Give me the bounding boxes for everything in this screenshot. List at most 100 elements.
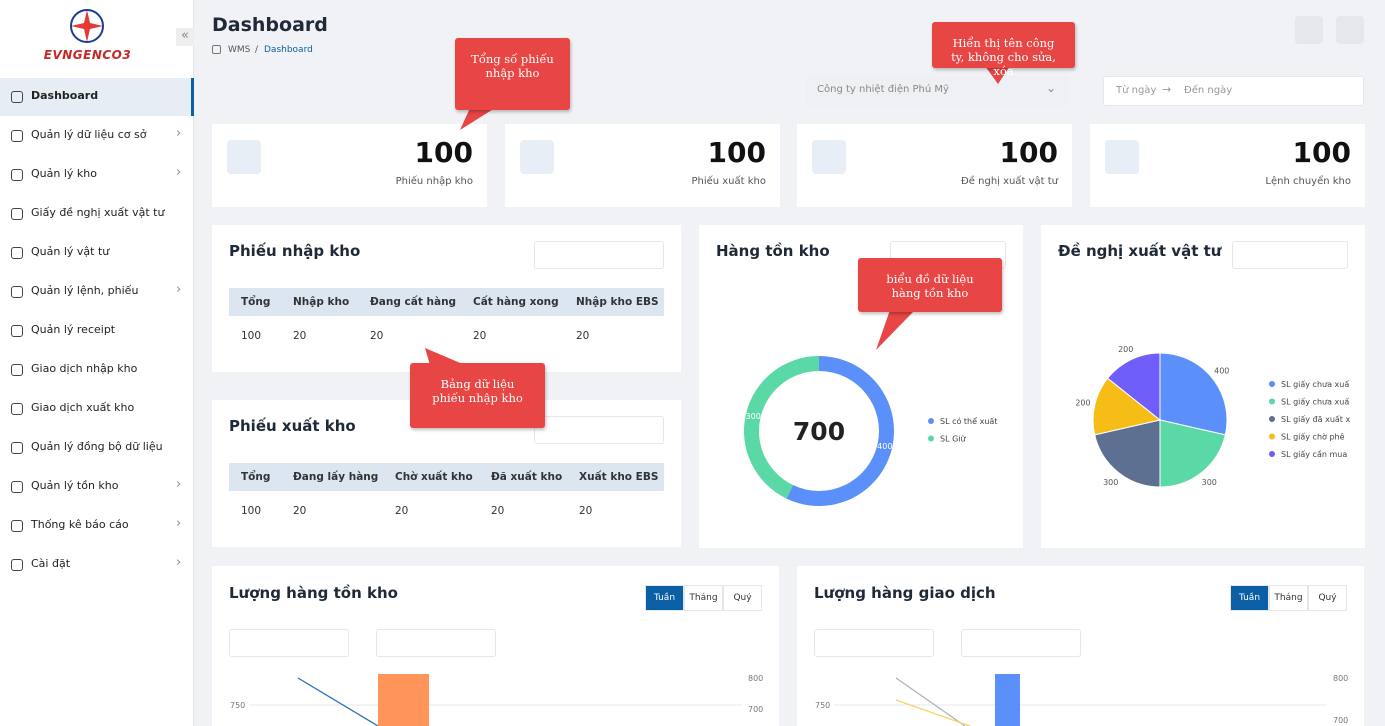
menu-chevron: › bbox=[176, 126, 182, 141]
user-button[interactable] bbox=[1336, 16, 1364, 44]
menu-label: Giao dịch xuất kho bbox=[31, 401, 135, 414]
menu-chevron: › bbox=[176, 282, 182, 297]
table-header: Tổng bbox=[241, 471, 271, 483]
date-range[interactable]: Từ ngày → Đến ngày bbox=[1103, 76, 1364, 106]
menu-item[interactable]: Quản lý tồn kho › bbox=[0, 468, 194, 506]
panel-title: Lượng hàng tồn kho bbox=[229, 584, 398, 602]
stat-card: 100 Đề nghị xuất vật tư bbox=[797, 124, 1072, 207]
collapse-button[interactable]: « bbox=[176, 28, 194, 46]
menu-label: Cài đặt bbox=[31, 557, 71, 570]
menu-item[interactable]: Cài đặt › bbox=[0, 546, 194, 584]
menu-item[interactable]: Quản lý receipt bbox=[0, 312, 194, 350]
stat-label: Lệnh chuyển kho bbox=[1265, 176, 1351, 187]
table-cell: 20 bbox=[293, 330, 307, 342]
menu-item[interactable]: Dashboard bbox=[0, 78, 194, 116]
stat-card: 100 Phiếu xuất kho bbox=[505, 124, 780, 207]
filter-select[interactable] bbox=[534, 416, 664, 444]
table-header: Đang cất hàng bbox=[370, 296, 457, 308]
table-cell: 20 bbox=[395, 505, 409, 517]
breadcrumb-home bbox=[212, 45, 221, 54]
period-tab[interactable]: Quý bbox=[723, 585, 762, 611]
table-header: Đang lấy hàng bbox=[293, 471, 379, 483]
menu-label: Quản lý vật tư bbox=[31, 245, 110, 258]
panel-title: Phiếu nhập kho bbox=[229, 242, 361, 260]
menu-icon bbox=[11, 169, 23, 181]
table-cell: 20 bbox=[491, 505, 505, 517]
filter-select[interactable] bbox=[961, 629, 1081, 657]
filter-select[interactable] bbox=[534, 241, 664, 269]
date-arrow: → bbox=[1162, 83, 1172, 96]
table-header-row bbox=[229, 463, 664, 491]
menu-icon bbox=[11, 364, 23, 376]
period-tab[interactable]: Quý bbox=[1308, 585, 1347, 611]
select-chevron: ⌄ bbox=[1046, 81, 1057, 95]
stat-icon bbox=[1105, 140, 1139, 174]
stat-icon bbox=[520, 140, 554, 174]
menu-item[interactable]: Quản lý lệnh, phiếu › bbox=[0, 273, 194, 311]
stat-card: 100 Phiếu nhập kho bbox=[212, 124, 487, 207]
menu-icon bbox=[11, 247, 23, 259]
period-tab[interactable]: Tháng bbox=[1269, 585, 1308, 611]
menu-item[interactable]: Giấy đề nghị xuất vật tư bbox=[0, 195, 194, 233]
menu-item[interactable]: Quản lý vật tư bbox=[0, 234, 194, 272]
stat-value: 100 bbox=[414, 136, 473, 169]
table-header: Cất hàng xong bbox=[473, 296, 559, 308]
menu-icon bbox=[11, 208, 23, 220]
page-title: Dashboard bbox=[212, 14, 328, 36]
callout: Bảng dữ liệu phiếu nhập kho bbox=[410, 363, 545, 428]
date-to: Đến ngày bbox=[1184, 85, 1233, 96]
table-cell: 20 bbox=[473, 330, 487, 342]
menu-icon bbox=[11, 403, 23, 415]
menu-chevron: › bbox=[176, 165, 182, 180]
menu-item[interactable]: Giao dịch nhập kho bbox=[0, 351, 194, 389]
period-tab[interactable]: Tháng bbox=[684, 585, 723, 611]
menu-icon bbox=[11, 442, 23, 454]
menu-chevron: › bbox=[176, 516, 182, 531]
filter-select[interactable] bbox=[376, 629, 496, 657]
table-header-row bbox=[229, 288, 664, 316]
menu-item[interactable]: Giao dịch xuất kho bbox=[0, 390, 194, 428]
filter-select[interactable] bbox=[1232, 241, 1348, 269]
stat-card: 100 Lệnh chuyển kho bbox=[1090, 124, 1365, 207]
menu-item[interactable]: Quản lý dữ liệu cơ sở › bbox=[0, 117, 194, 155]
breadcrumb-item: Dashboard bbox=[264, 45, 313, 55]
breadcrumb-sep: / bbox=[255, 45, 259, 55]
panel-title: Lượng hàng giao dịch bbox=[814, 584, 996, 602]
company-select: Công ty nhiệt điện Phú Mỹ ⌄ bbox=[806, 76, 1069, 106]
menu-label: Quản lý lệnh, phiếu bbox=[31, 284, 139, 297]
stat-icon bbox=[227, 140, 261, 174]
menu-label: Quản lý dữ liệu cơ sở bbox=[31, 128, 147, 141]
logo-text: EVNGENCO3 bbox=[43, 48, 132, 62]
period-tab[interactable]: Tuần bbox=[645, 585, 684, 611]
filter-select[interactable] bbox=[229, 629, 349, 657]
callout: biểu đồ dữ liệu hàng tồn kho bbox=[858, 258, 1002, 312]
menu-label: Quản lý đồng bộ dữ liệu bbox=[31, 440, 163, 453]
period-tab[interactable]: Tuần bbox=[1230, 585, 1269, 611]
menu-label: Quản lý receipt bbox=[31, 323, 116, 336]
panel-title: Phiếu xuất kho bbox=[229, 417, 356, 435]
menu-item[interactable]: Thống kê báo cáo › bbox=[0, 507, 194, 545]
menu-item[interactable]: Quản lý kho › bbox=[0, 156, 194, 194]
breadcrumb-item: WMS bbox=[228, 45, 251, 55]
bell-button[interactable] bbox=[1295, 16, 1323, 44]
chart-panel: Lượng hàng giao dịch Tuần Tháng Quý bbox=[797, 566, 1364, 726]
stat-label: Phiếu nhập kho bbox=[395, 176, 473, 187]
callout: Tổng số phiếu nhập kho bbox=[455, 38, 570, 110]
menu-icon bbox=[11, 325, 23, 337]
menu-chevron: › bbox=[176, 555, 182, 570]
menu-icon bbox=[11, 559, 23, 571]
table-cell: 20 bbox=[576, 330, 590, 342]
menu-icon bbox=[11, 481, 23, 493]
panel-title: Hàng tồn kho bbox=[716, 242, 830, 260]
stat-value: 100 bbox=[999, 136, 1058, 169]
table-header: Chờ xuất kho bbox=[395, 471, 473, 483]
stat-label: Phiếu xuất kho bbox=[691, 176, 766, 187]
table-cell: 20 bbox=[293, 505, 307, 517]
table-header: Tổng bbox=[241, 296, 271, 308]
chart-panel: Đề nghị xuất vật tư bbox=[1041, 225, 1365, 548]
chart-panel: Lượng hàng tồn kho Tuần Tháng Quý bbox=[212, 566, 779, 726]
menu-item[interactable]: Quản lý đồng bộ dữ liệu bbox=[0, 429, 194, 467]
menu-icon bbox=[11, 130, 23, 142]
filter-select[interactable] bbox=[814, 629, 934, 657]
